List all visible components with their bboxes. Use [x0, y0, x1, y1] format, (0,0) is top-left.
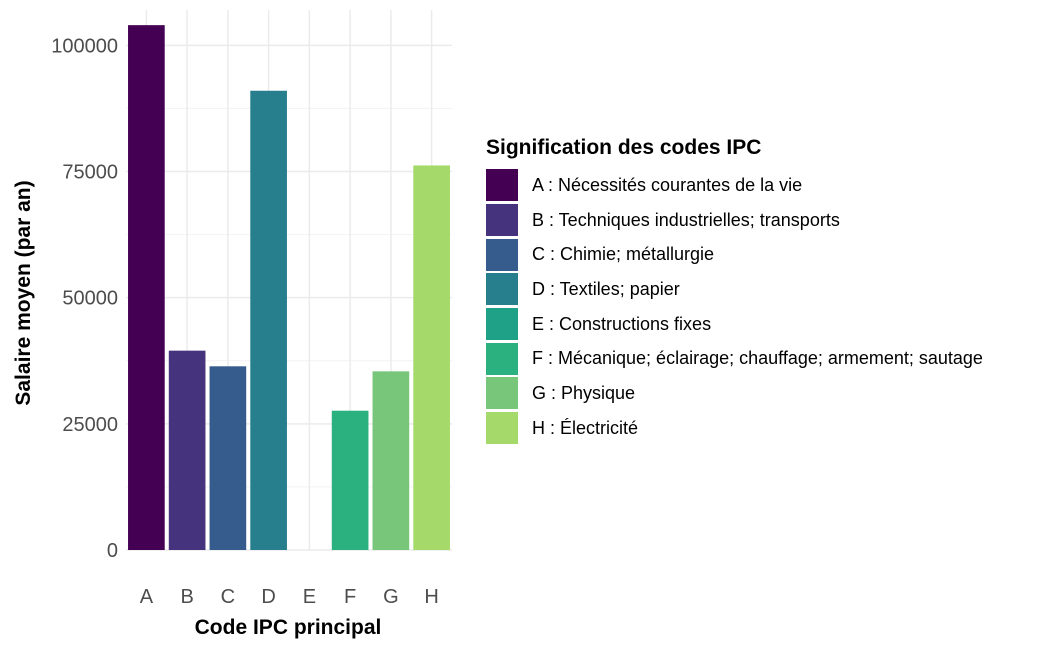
legend-label: G : Physique [532, 382, 636, 403]
x-tick-label: H [424, 586, 438, 608]
bar-C [209, 366, 247, 550]
legend-item: E : Constructions fixes [486, 307, 983, 342]
legend-item: H : Électricité [486, 411, 983, 446]
bars [128, 25, 450, 550]
legend-label: F : Mécanique; éclairage; chauffage; arm… [532, 348, 983, 369]
y-tick-label: 75000 [62, 161, 118, 183]
legend-item: F : Mécanique; éclairage; chauffage; arm… [486, 341, 983, 376]
legend-label: A : Nécessités courantes de la vie [532, 174, 803, 195]
x-tick-label: B [180, 586, 193, 608]
legend-label: C : Chimie; métallurgie [532, 244, 715, 265]
legend-item: D : Textiles; papier [486, 272, 983, 307]
legend: Signification des codes IPC A : Nécessit… [486, 136, 983, 446]
bar-G [372, 371, 410, 550]
legend-item: G : Physique [486, 376, 983, 411]
y-tick-label: 25000 [62, 414, 118, 436]
x-tick-label: C [221, 586, 235, 608]
bar-F [331, 410, 369, 550]
legend-label: B : Techniques industrielles; transports [532, 209, 840, 230]
legend-item: C : Chimie; métallurgie [486, 237, 983, 272]
legend-swatch [486, 377, 518, 410]
legend-swatch [486, 308, 518, 341]
bar-B [168, 350, 206, 550]
legend-items: A : Nécessités courantes de la vie B : Te… [486, 168, 983, 446]
y-tick-label: 100000 [51, 35, 118, 57]
legend-swatch [486, 342, 518, 375]
bar-D [250, 90, 287, 550]
bar-H [413, 165, 450, 550]
x-tick-label: G [383, 586, 399, 608]
y-axis-title: Salaire moyen (par an) [12, 180, 35, 405]
legend-label: E : Constructions fixes [532, 313, 712, 334]
legend-swatch [486, 169, 518, 202]
x-tick-label: F [344, 586, 356, 608]
y-tick-label: 50000 [62, 288, 118, 310]
legend-label: H : Électricité [532, 417, 639, 438]
bar-A [128, 25, 165, 550]
legend-title: Signification des codes IPC [486, 136, 762, 159]
legend-swatch [486, 204, 518, 237]
legend-label: D : Textiles; papier [532, 278, 680, 299]
legend-item: A : Nécessités courantes de la vie [486, 168, 983, 203]
y-tick-label: 0 [107, 540, 118, 562]
x-tick-label: A [140, 586, 154, 608]
legend-swatch [486, 238, 518, 271]
legend-swatch [486, 273, 518, 306]
x-tick-label: E [303, 586, 316, 608]
x-axis-title: Code IPC principal [195, 616, 382, 639]
legend-swatch [486, 412, 518, 445]
axis-ticks: 0 25000 50000 75000 100000 A B C D E F G H [51, 35, 439, 608]
x-tick-label: D [261, 586, 275, 608]
legend-item: B : Techniques industrielles; transports [486, 203, 983, 238]
